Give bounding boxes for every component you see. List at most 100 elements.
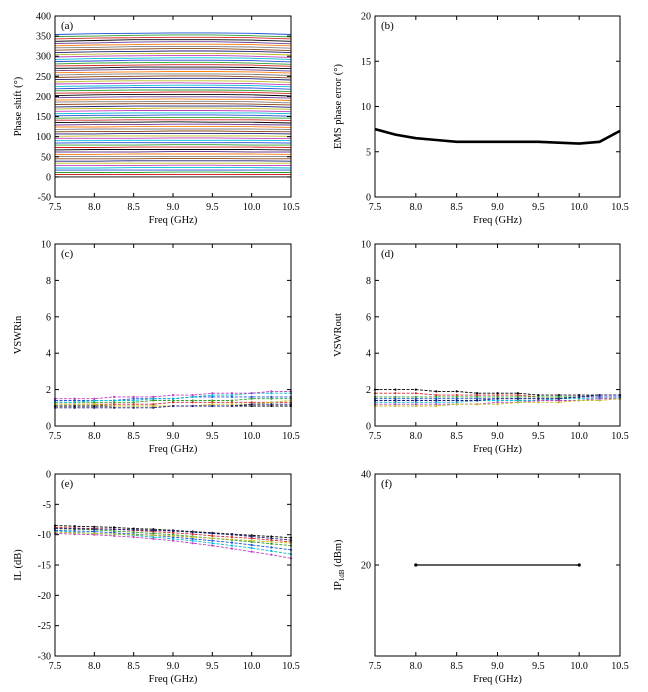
data-point [578, 394, 581, 397]
series-group [53, 390, 293, 409]
data-point [250, 550, 253, 553]
y-axis-label: VSWRin [13, 315, 24, 354]
series-line [54, 73, 292, 76]
data-point [152, 395, 155, 398]
data-point [132, 403, 135, 406]
panel-e: 7.5 8.0 8.5 9.0 9.5 10.0 10.5 -30 -25 -20 -15 -10 -5… [13, 470, 300, 686]
data-point [435, 390, 438, 393]
data-point [230, 541, 234, 544]
y-tick-label: 250 [36, 72, 51, 83]
data-point [132, 528, 135, 531]
series-line [55, 151, 291, 153]
data-point [230, 544, 234, 547]
series-line [54, 41, 292, 45]
x-tick-label: 8.0 [88, 661, 101, 672]
data-point [394, 404, 397, 408]
x-axis-label: Freq (GHz) [149, 674, 198, 685]
series-line [54, 71, 292, 74]
data-point [211, 404, 214, 408]
y-axis-label: IP1dB (dBm) [333, 539, 346, 591]
data-point [435, 399, 438, 402]
data-point [211, 542, 214, 545]
data-point [250, 404, 253, 408]
data-point [557, 394, 560, 397]
data-point [270, 553, 273, 556]
data-point [171, 394, 175, 397]
x-axis-label: Freq (GHz) [473, 674, 522, 685]
panel-d: 7.5 8.0 8.5 9.0 9.5 10.0 10.5 0 2 4 6 8 10 (d) Freq (G… [333, 240, 629, 456]
panel-label: (c) [61, 248, 74, 260]
data-point [270, 403, 273, 406]
data-point [211, 544, 214, 547]
series-line [54, 130, 292, 133]
data-point [211, 399, 214, 402]
data-point [191, 399, 194, 402]
data-point [73, 401, 76, 404]
data-point [132, 395, 135, 398]
data-point [476, 403, 479, 406]
data-point [455, 397, 458, 400]
series-group [374, 127, 621, 145]
y-axis-label-sub: 1dB [338, 569, 346, 581]
data-point [537, 399, 540, 402]
y-tick-label: -5 [43, 500, 51, 511]
series-line [55, 137, 292, 140]
data-point [112, 529, 116, 533]
data-point [414, 404, 417, 408]
data-point [132, 401, 135, 404]
series-group [373, 388, 622, 408]
x-tick-label: 8.5 [127, 202, 140, 213]
data-point [250, 539, 253, 542]
data-point [112, 404, 116, 408]
data-point [73, 404, 76, 408]
data-point [250, 397, 253, 400]
data-point [230, 403, 234, 406]
data-point [476, 399, 479, 402]
data-point [211, 403, 214, 406]
data-point [112, 533, 116, 536]
y-axis-label: Phase shift (°) [13, 76, 24, 136]
data-point [112, 406, 116, 409]
x-tick-label: 7.5 [369, 202, 382, 213]
data-point [250, 403, 253, 406]
data-point [191, 394, 194, 397]
series-line [54, 46, 292, 49]
x-tick-label: 9.0 [167, 202, 180, 213]
data-point [73, 397, 76, 400]
y-tick-label: -30 [38, 652, 51, 663]
data-point [577, 563, 581, 567]
y-axis-label-unit: (dBm) [333, 539, 344, 570]
series-line [54, 84, 292, 88]
data-point [435, 395, 438, 398]
data-point [476, 392, 479, 395]
data-point [152, 397, 155, 400]
series-line [54, 98, 292, 101]
x-axis-label: Freq (GHz) [149, 444, 198, 455]
data-point [516, 399, 520, 402]
x-tick-label: 9.0 [167, 431, 180, 442]
series-line [54, 107, 292, 110]
data-point [435, 403, 438, 406]
data-point [455, 394, 458, 397]
panel-label: (b) [381, 20, 394, 32]
data-point [152, 532, 155, 535]
y-tick-label: 0 [46, 470, 51, 481]
data-point [230, 399, 234, 402]
data-point [93, 404, 96, 408]
x-tick-label: 8.0 [410, 202, 423, 213]
data-point [578, 397, 581, 400]
x-tick-label: 8.5 [450, 661, 463, 672]
data-point [250, 546, 253, 550]
series-line [54, 116, 292, 119]
data-point [132, 536, 135, 539]
data-point [93, 403, 96, 406]
series-line [54, 32, 292, 35]
y-axis-label: VSWRout [333, 313, 344, 357]
data-point [211, 534, 214, 538]
x-axis-label: Freq (GHz) [149, 215, 198, 226]
panel-c: 7.5 8.0 8.5 9.0 9.5 10.0 10.5 0 2 4 6 8 10 (c) Freq (G… [13, 240, 300, 456]
data-point [171, 534, 175, 538]
x-tick-label: 7.5 [49, 202, 62, 213]
data-point [112, 395, 116, 398]
series-line [54, 91, 292, 95]
